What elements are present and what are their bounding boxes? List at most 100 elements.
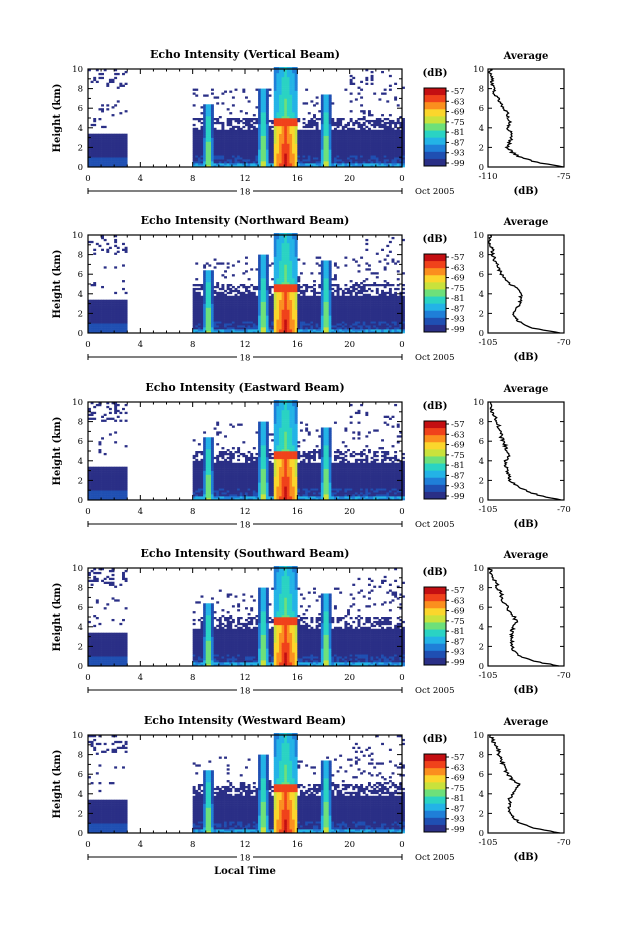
- heatmap-cell: [195, 296, 198, 298]
- heatmap-cell: [261, 262, 264, 264]
- heatmap-cell: [331, 300, 334, 302]
- heatmap-cell: [334, 278, 337, 280]
- heatmap-cell: [96, 81, 99, 83]
- heatmap-cell: [292, 276, 295, 278]
- heatmap-cell: [229, 306, 232, 308]
- heatmap-cell: [201, 323, 204, 325]
- heatmap-cell: [117, 304, 120, 306]
- heatmap-cell: [371, 142, 374, 144]
- heatmap-cell: [326, 313, 329, 315]
- heatmap-cell: [287, 106, 290, 108]
- heatmap-cell: [221, 306, 224, 308]
- heatmap-cell: [232, 153, 235, 155]
- heatmap-cell: [279, 251, 282, 253]
- heatmap-cell: [112, 302, 115, 304]
- heatmap-cell: [279, 71, 282, 73]
- heatmap-cell: [206, 108, 209, 110]
- heatmap-cell: [117, 319, 120, 321]
- heatmap-cell: [344, 302, 347, 304]
- heatmap-cell: [279, 126, 282, 128]
- heatmap-cell: [321, 116, 324, 118]
- heatmap-cell: [240, 308, 243, 310]
- heatmap-cell: [352, 298, 355, 300]
- heatmap-cell: [235, 325, 238, 327]
- average-x-tick-label: -110: [478, 172, 497, 182]
- heatmap-cell: [310, 161, 313, 163]
- heatmap-cell: [106, 249, 109, 251]
- heatmap-cell: [271, 319, 274, 321]
- heatmap-cell: [300, 306, 303, 308]
- heatmap-cell: [240, 136, 243, 138]
- heatmap-cell: [253, 161, 256, 163]
- heatmap-cell: [300, 290, 303, 292]
- heatmap-cell: [284, 327, 287, 329]
- heatmap-cell: [266, 315, 269, 317]
- heatmap-cell: [206, 280, 209, 282]
- heatmap-cell: [96, 329, 99, 331]
- heatmap-cell: [106, 304, 109, 306]
- heatmap-cell: [331, 130, 334, 132]
- heatmap-cell: [279, 296, 282, 298]
- heatmap-cell: [289, 260, 292, 262]
- heatmap-cell: [227, 147, 230, 149]
- heatmap-cell: [255, 143, 258, 145]
- heatmap-cell: [271, 323, 274, 325]
- heatmap-cell: [329, 313, 332, 315]
- heatmap-cell: [358, 308, 361, 310]
- heatmap-cell: [211, 149, 214, 151]
- heatmap-cell: [206, 118, 209, 120]
- heatmap-cell: [91, 306, 94, 308]
- heatmap-cell: [397, 163, 400, 165]
- heatmap-cell: [344, 138, 347, 140]
- heatmap-cell: [295, 255, 298, 257]
- heatmap-cell: [242, 132, 245, 134]
- heatmap-cell: [261, 280, 264, 282]
- heatmap-cell: [253, 138, 256, 140]
- heatmap-cell: [211, 134, 214, 136]
- heatmap-cell: [206, 284, 209, 286]
- heatmap-cell: [206, 315, 209, 317]
- heatmap-cell: [331, 317, 334, 319]
- heatmap-cell: [203, 132, 206, 134]
- heatmap-cell: [271, 325, 274, 327]
- heatmap-cells: [88, 233, 405, 333]
- heatmap-cell: [321, 143, 324, 145]
- heatmap-cell: [386, 100, 389, 102]
- heatmap-cell: [93, 124, 96, 126]
- heatmap-cell: [266, 264, 269, 266]
- heatmap-cell: [363, 112, 366, 114]
- heatmap-cell: [211, 302, 214, 304]
- heatmap-cell: [284, 142, 287, 144]
- heatmap-cell: [352, 286, 355, 288]
- heatmap-cell: [313, 138, 316, 140]
- heatmap-cell: [274, 257, 277, 259]
- heatmap-cell: [303, 138, 306, 140]
- heatmap-cell: [352, 128, 355, 130]
- heatmap-cell: [331, 145, 334, 147]
- heatmap-cell: [289, 306, 292, 308]
- colorbar-swatch: [424, 116, 446, 123]
- heatmap-cell: [344, 140, 347, 142]
- heatmap-cell: [269, 142, 272, 144]
- heatmap-cell: [276, 161, 279, 163]
- heatmap-cell: [258, 298, 261, 300]
- heatmap-cell: [201, 136, 204, 138]
- heatmap-cell: [266, 302, 269, 304]
- heatmap-cell: [289, 112, 292, 114]
- heatmap-cell: [276, 274, 279, 276]
- heatmap-cell: [266, 147, 269, 149]
- heatmap-cell: [104, 153, 107, 155]
- heatmap-cell: [216, 134, 219, 136]
- heatmap-cell: [232, 274, 235, 276]
- heatmap-cell: [93, 313, 96, 315]
- heatmap-cell: [221, 317, 224, 319]
- heatmap-cell: [329, 264, 332, 266]
- heatmap-cell: [117, 142, 120, 144]
- heatmap-cell: [365, 145, 368, 147]
- heatmap-cell: [242, 136, 245, 138]
- heatmap-cell: [235, 300, 238, 302]
- heatmap-cell: [360, 138, 363, 140]
- heatmap-cell: [344, 155, 347, 157]
- heatmap-cell: [386, 138, 389, 140]
- heatmap-cell: [287, 153, 290, 155]
